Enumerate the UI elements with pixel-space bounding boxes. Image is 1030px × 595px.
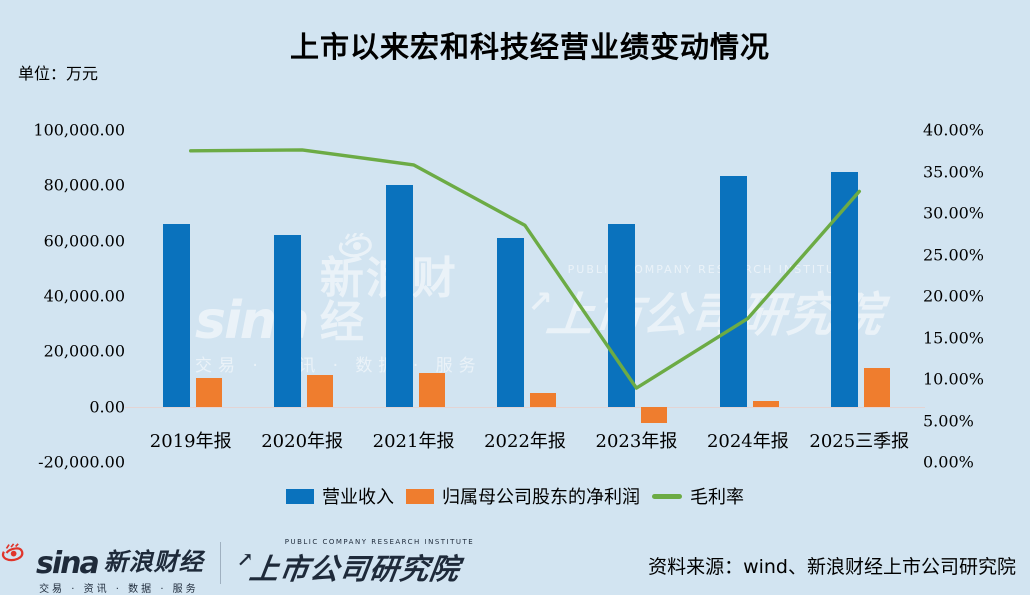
legend-label: 毛利率 (690, 487, 744, 508)
zero-axis-line (125, 406, 925, 408)
right-axis-tick-label: 25.00% (923, 245, 985, 264)
net-profit-bar (752, 400, 779, 407)
x-axis-label: 2023年报 (595, 431, 678, 452)
x-axis-label: 2019年报 (149, 431, 232, 452)
net-profit-bar (195, 377, 222, 407)
right-axis-tick-label: 15.00% (923, 328, 985, 347)
right-axis-tick-label: 20.00% (923, 286, 985, 306)
legend-item: 归属母公司股东的净利润 (406, 483, 640, 509)
arrow-up-right-icon: ↗ (236, 546, 254, 571)
revenue-bar (274, 235, 302, 407)
chart-legend: 营业收入 归属母公司股东的净利润 毛利率 (0, 483, 1030, 509)
footer-sina-word: sina (36, 545, 100, 581)
net-profit-bar (864, 367, 891, 407)
footer-sina-brand: 新浪财经 (103, 547, 204, 576)
net-profit-bar (307, 374, 334, 407)
legend-label: 归属母公司股东的净利润 (442, 487, 640, 508)
right-axis-tick-label: 5.00% (923, 411, 974, 430)
legend-swatch (406, 488, 434, 504)
left-axis-tick-label: 100,000.00 (33, 120, 125, 140)
legend-item: 毛利率 (652, 483, 744, 509)
revenue-bar (608, 224, 636, 407)
right-axis-tick-label: 0.00% (923, 452, 974, 472)
left-axis-tick-label: 80,000.00 (43, 175, 125, 195)
x-axis-label: 2024年报 (706, 431, 789, 452)
legend-item: 营业收入 (286, 483, 394, 509)
net-profit-bar (418, 372, 445, 407)
left-axis-tick-label: 20,000.00 (43, 341, 125, 361)
footer-institute-logo: PUBLIC COMPANY RESEARCH INSTITUTE ↗ 上市公司… (237, 538, 474, 588)
revenue-bar (497, 237, 524, 407)
legend-label: 营业收入 (322, 487, 394, 508)
right-axis-tick-label: 40.00% (923, 120, 985, 140)
net-profit-bar (530, 392, 556, 407)
x-axis-label: 2025三季报 (809, 431, 910, 452)
right-axis-tick-label: 35.00% (923, 162, 985, 181)
x-axis-label: 2021年报 (372, 431, 455, 452)
revenue-bar (719, 175, 747, 407)
left-axis-tick-label: -20,000.00 (38, 452, 125, 472)
chart-title: 上市以来宏和科技经营业绩变动情况 (289, 30, 770, 64)
footer-divider (219, 541, 221, 584)
revenue-bar (831, 171, 859, 407)
revenue-bar (162, 224, 190, 407)
legend-swatch (286, 488, 314, 504)
left-axis-tick-label: 40,000.00 (43, 286, 125, 306)
source-note: 资料来源：wind、新浪财经上市公司研究院 (648, 556, 1016, 578)
left-axis-tick-label: 0.00 (89, 397, 125, 417)
right-axis-tick-label: 30.00% (923, 203, 985, 223)
x-axis-label: 2020年报 (261, 431, 344, 452)
unit-label: 单位：万元 (18, 64, 99, 83)
legend-swatch (652, 493, 682, 499)
footer-institute-en: PUBLIC COMPANY RESEARCH INSTITUTE (284, 537, 475, 546)
x-axis-label: 2022年报 (484, 431, 566, 452)
net-profit-bar (641, 406, 668, 424)
right-axis-tick-label: 10.00% (923, 369, 985, 389)
left-axis-tick-label: 60,000.00 (43, 231, 125, 251)
sina-eye-icon (1, 543, 24, 562)
revenue-bar (385, 184, 413, 407)
